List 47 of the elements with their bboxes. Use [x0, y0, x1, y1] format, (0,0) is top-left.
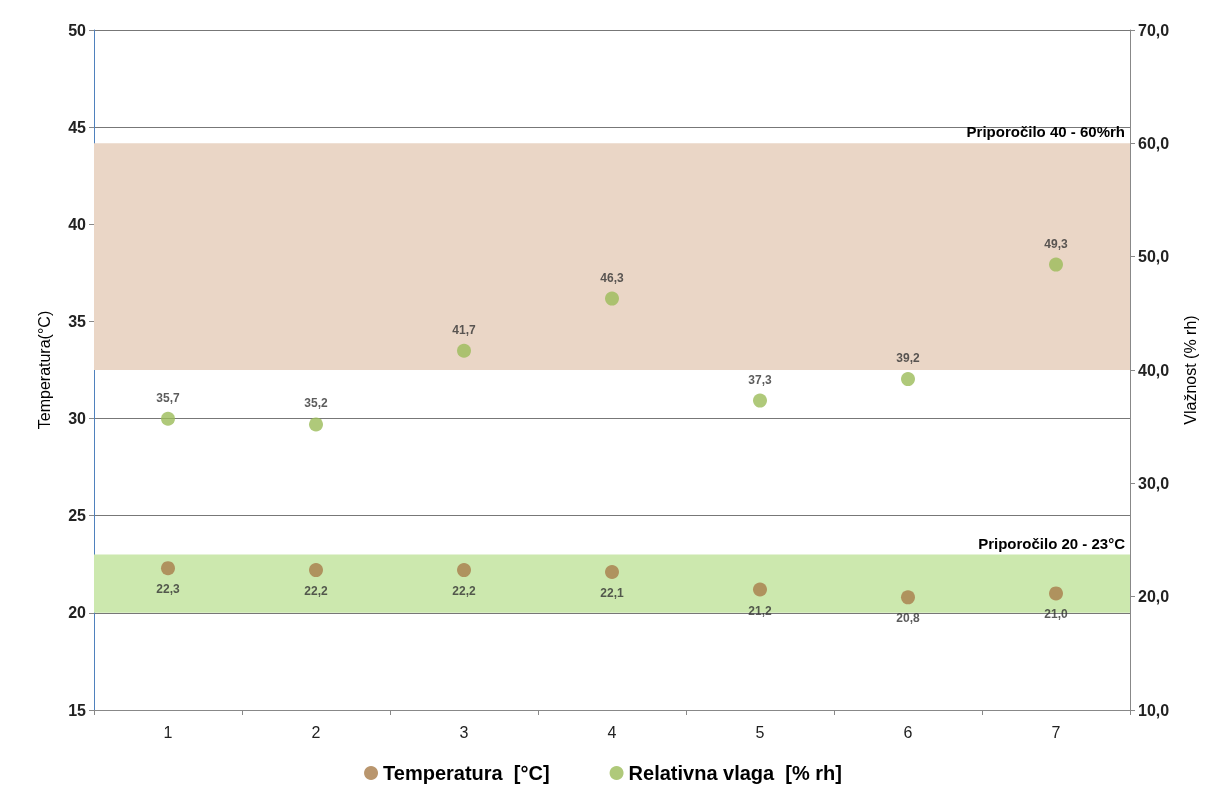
y-tick-label: 40	[68, 215, 87, 233]
data-label: 39,2	[896, 351, 920, 366]
y-tick-label: 20	[68, 604, 87, 622]
legend-label: Temperatura [°C]	[383, 762, 550, 784]
point	[753, 393, 767, 408]
data-label: 22,2	[452, 584, 476, 599]
point	[1049, 257, 1063, 272]
y-tick-label: 50	[68, 21, 87, 39]
point	[309, 417, 323, 432]
x-tick-label: 7	[1051, 723, 1061, 741]
data-label: 37,3	[748, 372, 772, 387]
band-label: Priporočilo 40 - 60%rh	[966, 123, 1125, 141]
y-axis-title: Temperatura(°C)	[35, 310, 53, 430]
y2-tick-label: 50,0	[1138, 248, 1170, 266]
data-label: 22,1	[600, 586, 624, 601]
y-tick-label: 30	[68, 410, 87, 428]
y-tick-label: 45	[68, 118, 87, 136]
y2-tick-label: 70,0	[1138, 21, 1170, 39]
y-tick-label: 15	[68, 701, 87, 719]
point	[161, 411, 175, 426]
point	[901, 372, 915, 387]
x-tick-label: 1	[163, 723, 173, 741]
y2-axis-title: Vlažnost (% rh)	[1181, 315, 1199, 425]
x-tick-label: 4	[607, 723, 617, 741]
point	[457, 343, 471, 358]
y2-tick-label: 60,0	[1138, 134, 1170, 152]
legend-label: Relativna vlaga [% rh]	[628, 762, 842, 784]
data-label: 35,2	[304, 396, 328, 411]
data-label: 46,3	[600, 270, 624, 285]
y-tick-label: 35	[68, 312, 87, 330]
data-label: 22,2	[304, 584, 328, 599]
data-label: 22,3	[156, 582, 180, 597]
data-label: 41,7	[452, 322, 476, 337]
x-tick-label: 6	[903, 723, 913, 741]
y-tick-label: 25	[68, 507, 87, 525]
data-label: 20,8	[896, 611, 920, 626]
band-label: Priporočilo 20 - 23°C	[978, 534, 1126, 552]
data-label: 35,7	[156, 390, 180, 405]
y2-tick-label: 30,0	[1138, 474, 1170, 492]
x-tick-label: 2	[311, 723, 321, 741]
x-tick-label: 3	[459, 723, 469, 741]
y2-tick-label: 40,0	[1138, 361, 1170, 379]
y2-tick-label: 20,0	[1138, 588, 1170, 606]
point	[605, 291, 619, 306]
y2-tick-label: 10,0	[1138, 701, 1170, 719]
x-tick-label: 5	[755, 723, 765, 741]
data-label: 49,3	[1044, 236, 1068, 251]
